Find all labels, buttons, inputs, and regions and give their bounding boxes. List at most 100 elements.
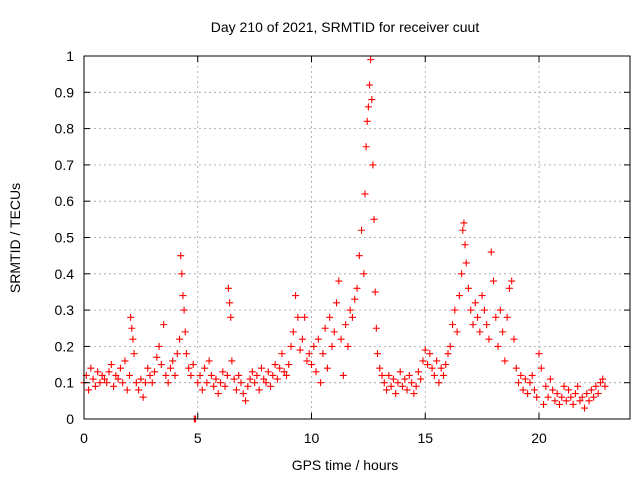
data-point (590, 393, 598, 401)
data-point (383, 386, 391, 394)
data-point (508, 277, 516, 285)
data-point (471, 299, 479, 307)
data-point (505, 284, 513, 292)
data-point (237, 379, 245, 387)
data-point (399, 382, 406, 390)
data-point (330, 328, 338, 336)
data-point (212, 375, 220, 383)
y-tick-label: 0.3 (55, 302, 75, 318)
data-point (428, 364, 436, 372)
data-point (227, 313, 235, 321)
data-point (396, 368, 404, 376)
data-point (483, 321, 491, 329)
data-point (312, 368, 320, 376)
y-tick-label: 0.9 (55, 84, 75, 100)
data-point (96, 379, 104, 387)
data-point (405, 371, 413, 379)
x-tick-label: 0 (80, 430, 88, 446)
data-point (89, 375, 97, 383)
data-point (363, 117, 371, 125)
data-point (116, 364, 124, 372)
data-point (499, 328, 507, 336)
data-point (540, 400, 548, 408)
data-points (80, 56, 609, 423)
data-point (562, 397, 570, 405)
data-point (139, 393, 147, 401)
data-point (585, 397, 593, 405)
data-point (537, 364, 545, 372)
data-point (389, 375, 397, 383)
y-tick-label: 0.7 (55, 157, 75, 173)
data-point (569, 400, 577, 408)
data-point (303, 357, 311, 365)
data-point (214, 390, 222, 398)
data-point (549, 386, 557, 394)
data-point (553, 390, 561, 398)
data-point (426, 350, 434, 358)
data-point (181, 328, 189, 336)
data-point (419, 357, 427, 365)
data-point (248, 368, 256, 376)
data-point (344, 342, 352, 350)
data-point (337, 335, 345, 343)
data-point (153, 353, 161, 361)
data-point (224, 284, 232, 292)
data-point (335, 277, 343, 285)
data-point (355, 252, 363, 260)
data-point (255, 386, 263, 394)
data-point (141, 379, 149, 387)
data-point (460, 219, 468, 227)
data-point (361, 190, 369, 198)
data-point (592, 382, 600, 390)
data-point (144, 364, 152, 372)
data-point (292, 292, 300, 300)
data-point (171, 371, 179, 379)
data-point (301, 313, 309, 321)
data-point (558, 393, 566, 401)
data-point (210, 382, 218, 390)
data-point (271, 361, 279, 369)
data-point (601, 382, 609, 390)
data-point (490, 277, 497, 285)
data-point (596, 379, 604, 387)
data-point (583, 390, 591, 398)
data-point (207, 371, 215, 379)
data-point (129, 335, 137, 343)
data-point (560, 382, 568, 390)
data-point (339, 371, 347, 379)
data-point (112, 371, 120, 379)
data-point (521, 375, 529, 383)
data-point (517, 371, 525, 379)
data-point (567, 393, 575, 401)
data-point (574, 382, 582, 390)
data-point (417, 375, 425, 383)
data-point (367, 56, 375, 64)
data-point (262, 379, 270, 387)
chart-title: Day 210 of 2021, SRMTID for receiver cuu… (211, 19, 480, 35)
data-point (478, 292, 486, 300)
data-point (285, 361, 293, 369)
data-point (542, 382, 550, 390)
data-point (467, 306, 475, 314)
data-point (496, 306, 504, 314)
data-point (305, 350, 313, 358)
data-point (157, 361, 165, 369)
data-point (308, 361, 315, 369)
data-point (485, 335, 493, 343)
data-point (494, 342, 502, 350)
data-point (242, 397, 250, 405)
data-point (321, 324, 329, 332)
data-point (433, 357, 441, 365)
data-point (430, 371, 438, 379)
x-tick-labels: 0 5 10 15 20 (80, 430, 547, 446)
data-point (180, 306, 188, 314)
axis-ticks (83, 55, 630, 420)
data-point (530, 386, 538, 394)
data-point (380, 379, 388, 387)
data-point (87, 364, 95, 372)
x-tick-label: 15 (417, 430, 433, 446)
data-point (98, 371, 106, 379)
data-point (533, 393, 541, 401)
data-point (424, 361, 432, 369)
data-point (217, 379, 224, 387)
